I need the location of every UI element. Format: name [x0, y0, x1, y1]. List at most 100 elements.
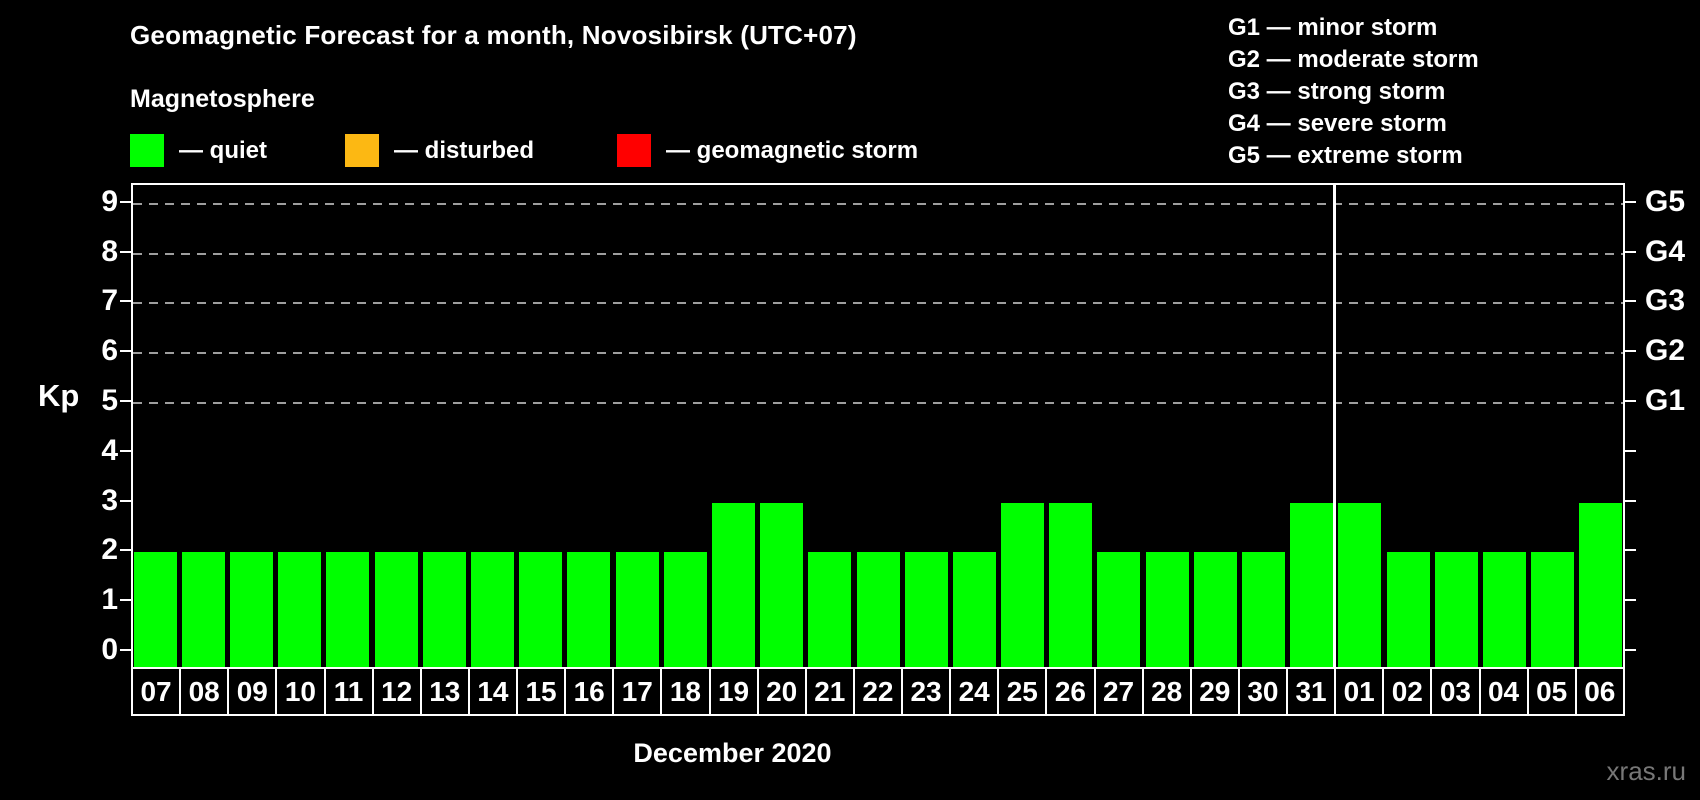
- date-cell-24: 24: [949, 669, 997, 714]
- legend-item-quiet: — quiet: [130, 134, 267, 167]
- right-tick-5: [1625, 400, 1636, 402]
- date-cell-08: 08: [179, 669, 227, 714]
- right-axis-label-g4: G4: [1645, 234, 1686, 268]
- g-legend-line-1: G1 — minor storm: [1228, 14, 1438, 41]
- kp-bar-day-04: [1483, 552, 1527, 669]
- date-cell-06: 06: [1574, 669, 1623, 714]
- kp-bar-day-31: [1290, 502, 1334, 669]
- kp-bar-day-05: [1531, 552, 1575, 669]
- date-cell-16: 16: [564, 669, 612, 714]
- right-tick-9: [1625, 200, 1636, 203]
- kp-bar-day-01: [1338, 502, 1382, 669]
- kp-bar-day-07: [133, 552, 177, 669]
- date-cell-18: 18: [660, 669, 708, 714]
- legend-label-quiet: — quiet: [179, 136, 267, 164]
- kp-bar-day-08: [181, 552, 225, 669]
- y-tick-6: [120, 350, 131, 353]
- kp-bar-day-30: [1242, 552, 1286, 669]
- kp-bar-day-03: [1434, 552, 1478, 669]
- date-cell-25: 25: [997, 669, 1045, 714]
- y-tick-label-9: 9: [101, 184, 118, 218]
- kp-bar-day-19: [711, 502, 755, 669]
- kp-bar-day-10: [278, 552, 322, 669]
- right-tick-7: [1625, 300, 1636, 303]
- kp-bar-day-09: [229, 552, 273, 669]
- plot-area: [131, 183, 1625, 669]
- kp-bar-day-28: [1145, 552, 1189, 669]
- kp-bar-day-25: [1001, 502, 1045, 669]
- date-cell-20: 20: [756, 669, 805, 714]
- date-cell-23: 23: [901, 669, 949, 714]
- date-cell-04: 04: [1478, 669, 1527, 714]
- right-tick-3: [1625, 499, 1636, 502]
- right-axis-label-g5: G5: [1645, 184, 1686, 218]
- y-tick-3: [120, 499, 131, 502]
- kp-bar-day-16: [567, 552, 611, 669]
- right-axis-label-g2: G2: [1645, 334, 1686, 368]
- y-tick-label-5: 5: [101, 384, 118, 417]
- gridline-kp-5: [133, 402, 1623, 404]
- x-axis-date-row: 07 08 09 10 11 12 13 14 15 16 17 18 19 20 21 22 23 24 25 26…: [131, 667, 1625, 716]
- date-cell-17: 17: [612, 669, 660, 714]
- date-cell-15: 15: [516, 669, 564, 714]
- y-tick-8: [120, 250, 131, 253]
- kp-bar-day-27: [1097, 552, 1141, 669]
- gridline-kp-8: [133, 252, 1623, 255]
- right-tick-0: [1625, 649, 1636, 651]
- right-tick-1: [1625, 599, 1636, 602]
- legend-item-disturbed: — disturbed: [345, 134, 534, 167]
- date-cell-10: 10: [275, 669, 323, 714]
- date-cell-07: 07: [140, 675, 172, 707]
- right-tick-8: [1625, 250, 1636, 253]
- y-tick-label-6: 6: [101, 334, 118, 368]
- quiet-color-swatch: [130, 134, 164, 167]
- date-cell-19: 19: [708, 669, 757, 714]
- date-cell-28: 28: [1141, 669, 1190, 714]
- date-cell-02: 02: [1382, 669, 1430, 714]
- y-tick-2: [120, 549, 131, 552]
- y-tick-0: [120, 649, 131, 651]
- watermark: xras.ru: [1606, 756, 1686, 786]
- kp-bar-day-23: [904, 552, 948, 669]
- y-tick-label-4: 4: [101, 433, 118, 467]
- g-legend-line-4: G4 — severe storm: [1228, 110, 1447, 137]
- gridline-kp-9: [133, 202, 1623, 205]
- kp-bar-day-26: [1049, 502, 1093, 669]
- date-cell-01: 01: [1334, 669, 1382, 714]
- y-tick-label-1: 1: [101, 583, 118, 617]
- legend-item-geomagnetic-storm: — geomagnetic storm: [617, 134, 918, 167]
- kp-bar-day-11: [326, 552, 370, 669]
- right-axis-label-g3: G3: [1645, 284, 1686, 318]
- kp-bar-day-24: [952, 552, 996, 669]
- y-tick-label-0: 0: [101, 633, 118, 666]
- g-scale-legend: G1 — minor storm G2 — moderate storm G3 — …: [1228, 12, 1479, 172]
- month-boundary-line: [1333, 185, 1336, 667]
- date-cell-05: 05: [1526, 669, 1575, 714]
- disturbed-color-swatch: [345, 134, 379, 167]
- kp-bar-day-22: [856, 552, 900, 669]
- legend-label-geomagnetic-storm: — geomagnetic storm: [666, 136, 919, 164]
- date-cell-21: 21: [804, 669, 853, 714]
- g-legend-line-3: G3 — strong storm: [1228, 78, 1446, 105]
- right-tick-2: [1625, 549, 1636, 552]
- magnetosphere-label: Magnetosphere: [130, 85, 315, 113]
- right-axis-label-g1: G1: [1645, 384, 1686, 417]
- kp-bar-day-15: [519, 552, 563, 669]
- date-cell-27: 27: [1093, 669, 1142, 714]
- y-tick-1: [120, 599, 131, 602]
- date-cell-12: 12: [371, 669, 420, 714]
- y-tick-label-8: 8: [101, 234, 118, 268]
- right-tick-6: [1625, 350, 1636, 353]
- date-cell-13: 13: [419, 669, 468, 714]
- y-tick-7: [120, 300, 131, 303]
- kp-bar-day-17: [615, 552, 659, 669]
- date-cell-14: 14: [467, 669, 516, 714]
- kp-bar-day-18: [663, 552, 707, 669]
- kp-bar-day-12: [374, 552, 418, 669]
- date-cell-09: 09: [227, 669, 275, 714]
- g-legend-line-2: G2 — moderate storm: [1228, 46, 1479, 73]
- date-cell-26: 26: [1045, 669, 1093, 714]
- y-tick-label-7: 7: [101, 284, 118, 318]
- kp-bar-day-06: [1579, 502, 1623, 669]
- month-label: December 2020: [633, 738, 832, 768]
